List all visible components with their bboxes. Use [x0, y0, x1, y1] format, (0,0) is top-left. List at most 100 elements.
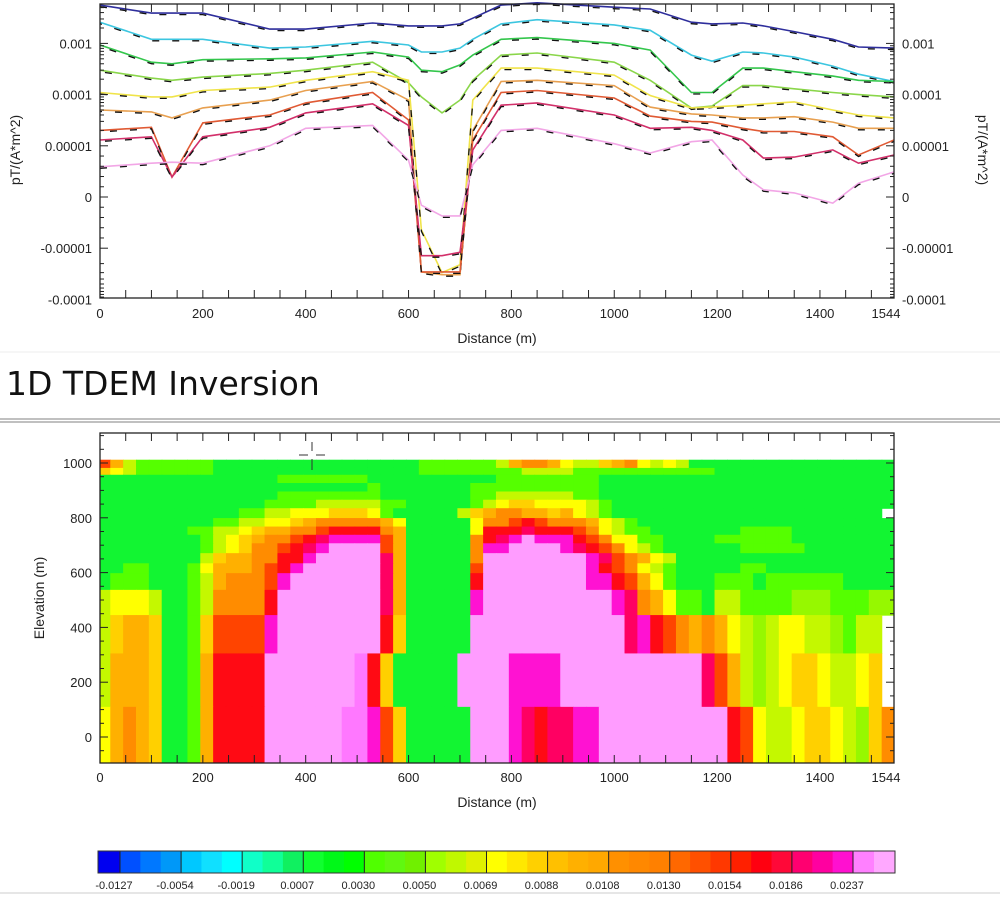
heatmap-cell	[100, 526, 111, 536]
heatmap-cell	[418, 499, 433, 509]
heatmap-cell	[650, 483, 664, 493]
heatmap-cell	[534, 518, 548, 528]
heatmap-cell	[817, 467, 831, 476]
axis-ticks	[99, 4, 894, 298]
heatmap-cell	[380, 706, 394, 763]
heatmap-cell	[701, 508, 716, 519]
heatmap-cell	[123, 563, 137, 574]
heatmap-cell	[637, 499, 651, 509]
heatmap-cell	[200, 526, 214, 536]
heatmap-cell	[688, 706, 703, 763]
heatmap-cell	[701, 518, 716, 528]
heatmap-cell	[354, 653, 369, 708]
heatmap-cell	[521, 467, 536, 476]
colorbar-swatch	[710, 851, 732, 873]
heatmap-cell	[868, 459, 883, 469]
heatmap-cell	[457, 499, 471, 509]
heatmap-cell	[341, 467, 356, 476]
heatmap-cell	[495, 553, 510, 564]
heatmap-cell	[624, 483, 638, 493]
heatmap-cell	[753, 573, 767, 591]
heatmap-cell	[804, 459, 818, 469]
heatmap-cell	[495, 526, 510, 536]
colorbar-swatch	[445, 851, 467, 873]
heatmap-cell	[393, 499, 407, 509]
heatmap-cell	[251, 459, 266, 469]
heatmap-cell	[753, 543, 767, 554]
heatmap-cell	[328, 615, 343, 655]
heatmap-cell	[200, 563, 214, 574]
x-tick-label: 1544	[872, 770, 901, 785]
heatmap-cell	[495, 467, 510, 476]
heatmap-cell	[457, 534, 471, 544]
heatmap-cell	[495, 653, 510, 708]
heatmap-cell	[100, 508, 111, 519]
heatmap-cell	[100, 615, 111, 655]
colorbar-swatch	[323, 851, 345, 873]
heatmap-cell	[457, 563, 471, 574]
heatmap-cell	[585, 459, 600, 469]
heatmap-cell	[264, 553, 279, 564]
heatmap-cell	[341, 526, 356, 536]
heatmap-cell	[560, 615, 574, 655]
heatmap-cell	[740, 553, 754, 564]
heatmap-cell	[624, 534, 638, 544]
heatmap-cell	[148, 615, 163, 655]
heatmap-cell	[727, 483, 741, 493]
heatmap-cell	[457, 526, 471, 536]
heatmap-cell	[804, 563, 818, 574]
heatmap-cell	[547, 526, 561, 536]
heatmap-cell	[688, 518, 703, 528]
heatmap-cell	[701, 499, 716, 509]
colorbar-labels: -0.0127 -0.0054 -0.0019 0.0007 0.0030 0.0050 0…	[95, 880, 863, 892]
heatmap-cell	[341, 653, 356, 708]
x-axis-title: Distance (m)	[457, 330, 536, 346]
heatmap-cell	[100, 573, 111, 591]
heatmap-cell	[393, 563, 407, 574]
heatmap-cell	[303, 508, 317, 519]
heatmap-cell	[187, 526, 201, 536]
heatmap-cell	[148, 653, 163, 708]
heatmap-cell	[843, 573, 857, 591]
heatmap-cell	[354, 563, 369, 574]
heatmap-cell	[123, 499, 137, 509]
heatmap-cell	[457, 508, 471, 519]
x-tick-label: 800	[501, 770, 523, 785]
heatmap-cell	[110, 589, 124, 616]
heatmap-cell	[843, 706, 857, 763]
heatmap-cell	[701, 563, 716, 574]
heatmap-cell	[843, 615, 857, 655]
heatmap-cell	[495, 459, 510, 469]
heatmap-cell	[560, 534, 574, 544]
heatmap-cell	[161, 491, 176, 501]
heatmap-cell	[431, 474, 446, 484]
heatmap-cell	[753, 706, 767, 763]
crosshair-cursor-icon	[299, 442, 325, 470]
heatmap-cell	[136, 543, 150, 554]
heatmap-cell	[495, 563, 510, 574]
heatmap-cell	[830, 474, 844, 484]
heatmap-cell	[341, 573, 356, 591]
heatmap-cell	[855, 508, 870, 519]
heatmap-cell	[817, 706, 831, 763]
heatmap-cell	[521, 518, 536, 528]
heatmap-cell	[740, 526, 754, 536]
heatmap-cell	[161, 563, 176, 574]
heatmap-cell	[303, 615, 317, 655]
heatmap-cell	[483, 706, 497, 763]
heatmap-cell	[354, 491, 369, 501]
heatmap-cell	[277, 563, 291, 574]
heatmap-cell	[457, 491, 471, 501]
heatmap-cell	[405, 706, 420, 763]
heatmap-cell	[290, 474, 304, 484]
heatmap-cell	[470, 518, 484, 528]
heatmap-cell	[855, 543, 870, 554]
heatmap-cell	[714, 543, 728, 554]
heatmap-cell	[148, 534, 163, 544]
heatmap-cell	[778, 526, 793, 536]
heatmap-cell	[688, 653, 703, 708]
heatmap-cell	[598, 534, 613, 544]
heatmap-cell	[663, 573, 677, 591]
heatmap-cell	[868, 563, 883, 574]
heatmap-cell	[393, 459, 407, 469]
